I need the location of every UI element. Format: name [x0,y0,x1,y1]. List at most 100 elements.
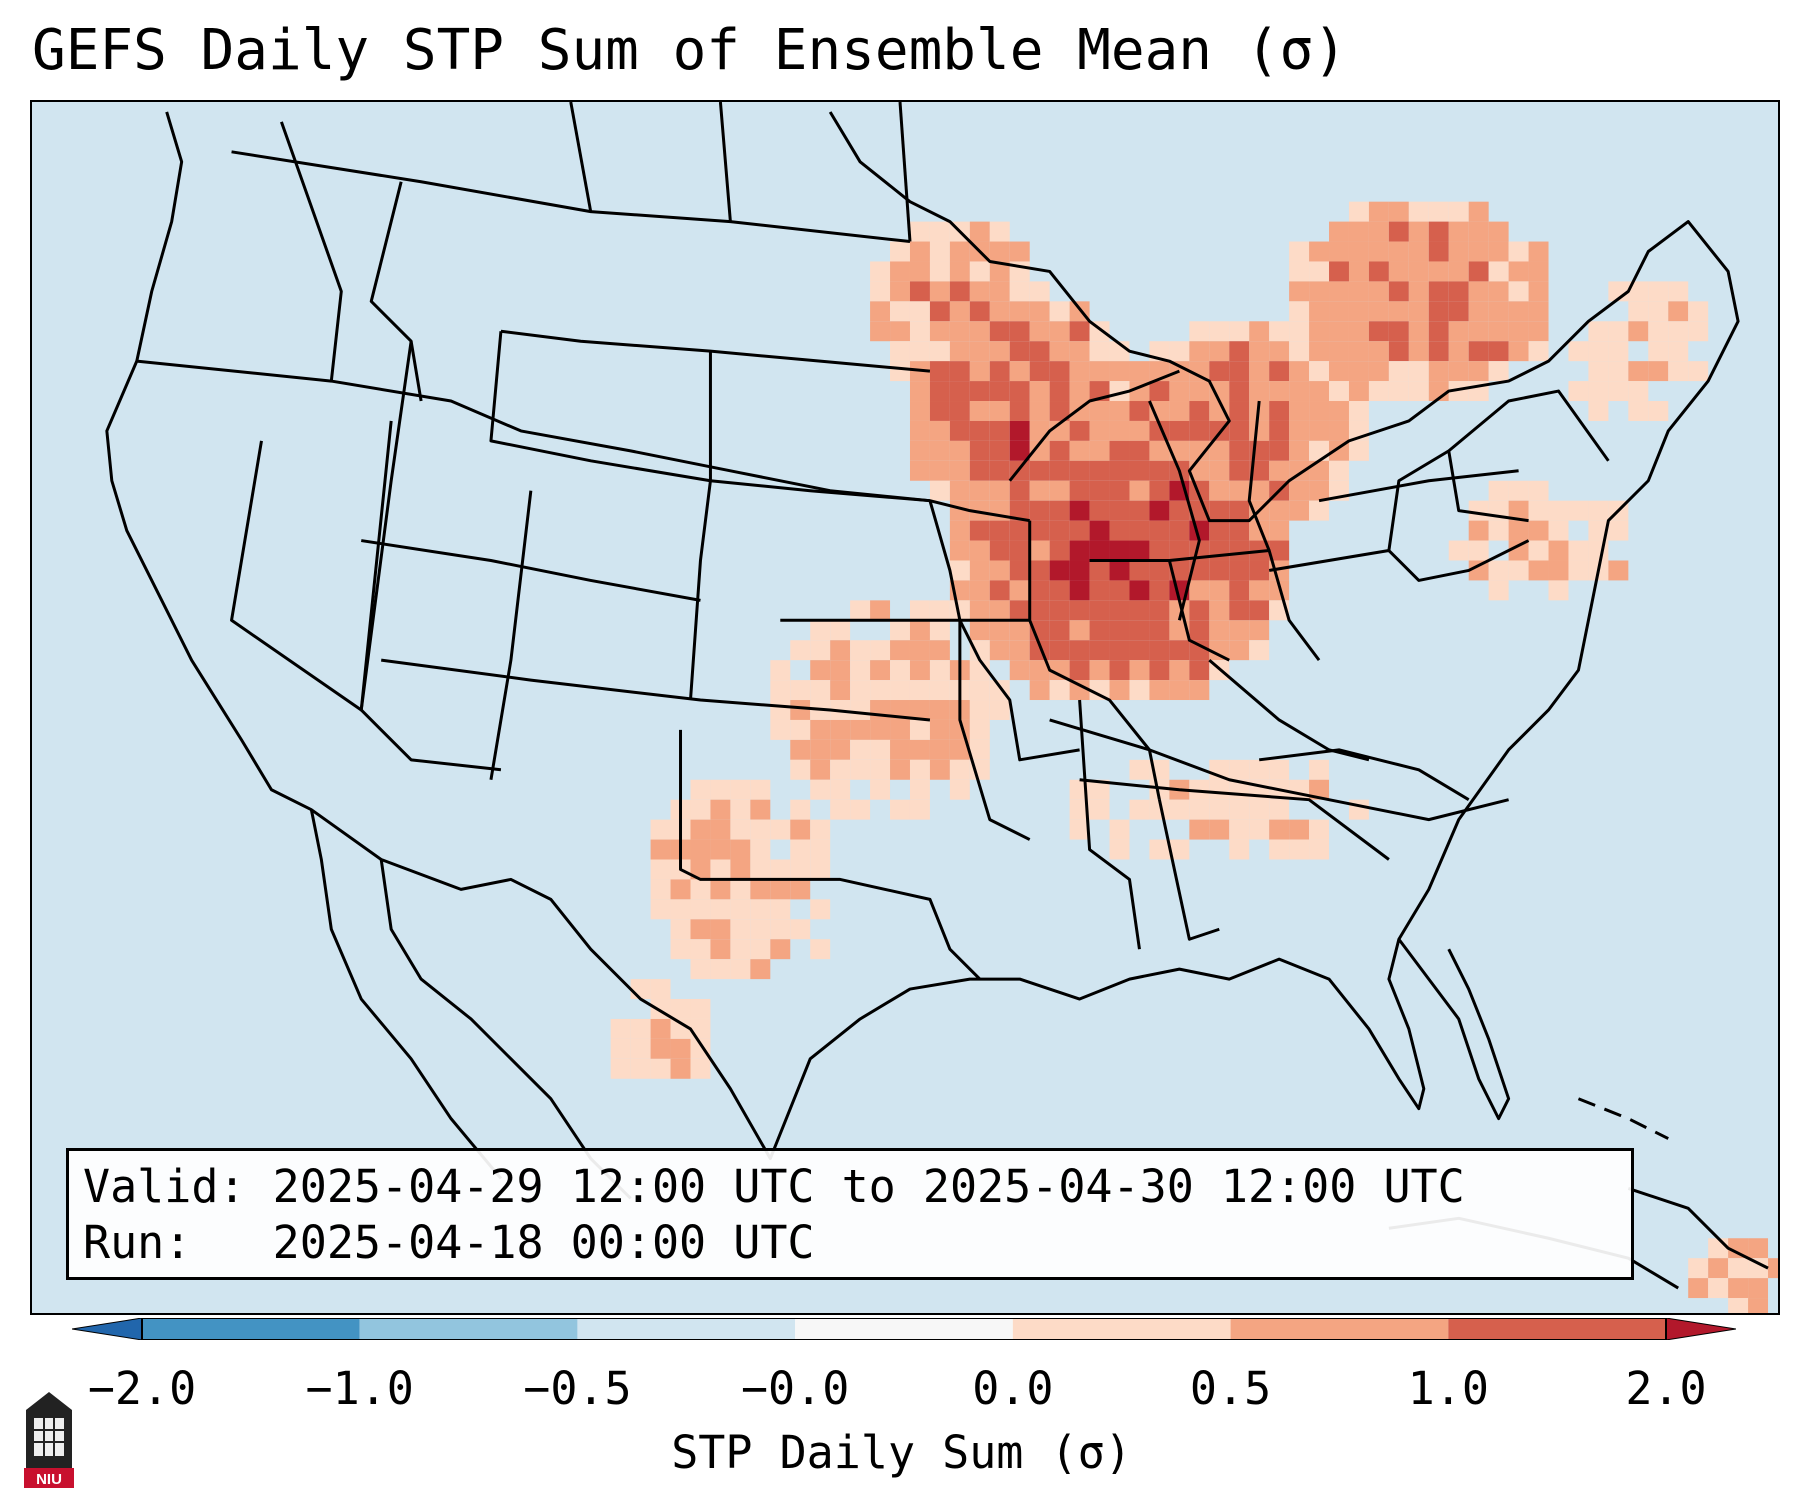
stp-cell [1049,600,1070,621]
stp-cell [1249,361,1270,382]
stp-cell [1289,819,1310,840]
stp-cell [1029,361,1050,382]
stp-cell [929,460,950,481]
stp-cell [850,799,871,820]
stp-cell [1728,1238,1749,1259]
stp-cell [1329,281,1349,302]
stp-cell [650,1018,671,1039]
run-label: Run: [83,1216,192,1269]
stp-cell [710,919,731,940]
stp-cell [1269,341,1290,362]
stp-cell [929,600,950,621]
stp-cell [929,381,950,402]
stp-cell [630,1038,651,1059]
stp-cell [1069,361,1090,382]
stp-cell [1329,241,1349,262]
stp-cell [1748,1238,1769,1259]
stp-cell [1508,480,1529,501]
stp-cell [1189,321,1210,342]
logo-text: NIU [36,1471,62,1488]
stp-cell [1029,680,1050,701]
stp-cell [1348,281,1369,302]
stp-cell [1728,1278,1749,1299]
stp-cell [1209,381,1230,402]
stp-cell [650,839,671,860]
stp-cell [1309,839,1330,860]
stp-cell [1069,381,1090,402]
stp-cell [670,1018,691,1039]
stp-cell [1089,580,1110,601]
stp-cell [870,660,891,681]
stp-cell [1169,839,1190,860]
stp-cell [830,759,851,780]
stp-cell [949,779,970,800]
stp-cell [1448,321,1469,342]
stp-cell [1169,500,1190,521]
stp-cell [1189,381,1210,402]
stp-cell [909,640,930,661]
stp-cell [1029,341,1050,362]
stp-cell [1488,241,1509,262]
stp-cell [1069,500,1090,521]
stp-cell [1428,201,1449,222]
stp-cell [810,839,831,860]
stp-cell [770,879,791,900]
stp-cell [1229,560,1250,581]
stp-cell [1089,799,1110,820]
stp-cell [670,1058,691,1079]
stp-cell [1229,341,1250,362]
stp-cell [1388,301,1409,322]
stp-cell [909,739,930,760]
stp-cell [1408,341,1429,362]
stp-cell [1149,799,1170,820]
stp-cell [850,640,871,661]
stp-cell [1269,819,1290,840]
stp-cell [929,719,950,740]
stp-cell [1209,341,1230,362]
stp-cell [929,401,950,421]
stp-cell [730,839,751,860]
stp-cell [1408,201,1429,222]
stp-cell [1049,341,1070,362]
stp-cell [1668,281,1689,302]
stp-cell [1129,540,1150,561]
stp-cell [650,879,671,900]
stp-cell [1009,520,1030,541]
stp-cell [1289,241,1310,262]
stp-cell [1368,361,1389,382]
stp-cell [1368,261,1389,282]
stp-cell [1528,281,1549,302]
stp-cell [1249,321,1270,342]
stp-cell [1468,361,1489,382]
stp-cell [670,1038,691,1059]
stp-cell [1109,440,1130,461]
stp-cell [1688,1278,1709,1299]
stp-cell [890,799,910,820]
stp-cell [1548,540,1569,561]
colorbar-tick-label: 0.5 [1189,1362,1272,1415]
stp-cell [710,799,731,820]
stp-cell [1588,500,1609,521]
stp-cell [1029,381,1050,402]
stp-cell [1169,799,1190,820]
stp-cell [870,719,891,740]
stp-cell [1089,480,1110,501]
stp-cell [989,420,1010,441]
stp-cell [1488,480,1509,501]
colorbar-label: STP Daily Sum (σ) [671,1426,1132,1479]
stp-cell [989,281,1010,302]
stp-cell [610,1018,631,1039]
stp-cell [949,600,970,621]
stp-cell [1249,819,1270,840]
stp-cell [909,700,930,720]
stp-cell [1428,281,1449,302]
stp-cell [1129,420,1150,441]
stp-cell [1748,1298,1769,1313]
stp-cell [890,719,910,740]
stp-cell [1129,580,1150,601]
stp-cell [1309,500,1330,521]
stp-cell [909,799,930,820]
stp-cell [969,680,990,701]
stp-cell [810,859,831,880]
stp-cell [1289,321,1310,342]
